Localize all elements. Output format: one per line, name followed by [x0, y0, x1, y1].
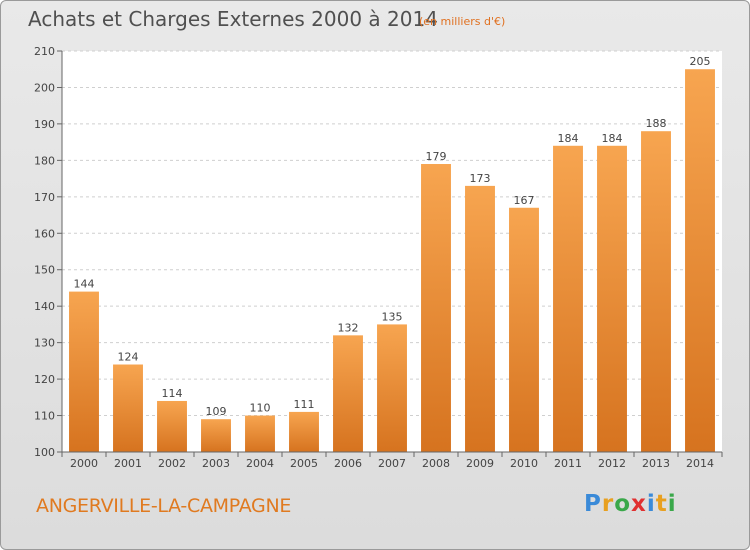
- logo-letter: o: [614, 491, 632, 517]
- y-tick-label: 120: [34, 373, 55, 386]
- data-label-2014: 205: [690, 55, 711, 68]
- x-tick-label-2002: 2002: [158, 457, 186, 470]
- data-label-2004: 110: [250, 402, 271, 415]
- x-tick-label-2013: 2013: [642, 457, 670, 470]
- bar-2006: [333, 335, 363, 452]
- y-tick-label: 180: [34, 154, 55, 167]
- data-label-2010: 167: [514, 194, 535, 207]
- bar-2012: [597, 145, 627, 453]
- chart-title: Achats et Charges Externes 2000 à 2014: [28, 7, 438, 31]
- x-tick-label-2011: 2011: [554, 457, 582, 470]
- bars: [69, 69, 715, 453]
- data-label-2009: 173: [470, 172, 491, 185]
- y-tick-label: 190: [34, 118, 55, 131]
- bar-2001: [113, 364, 143, 452]
- y-tick-label: 130: [34, 337, 55, 350]
- data-label-2001: 124: [118, 351, 139, 364]
- logo-letter: i: [646, 491, 656, 517]
- logo-letter: t: [655, 491, 668, 517]
- x-tick-label-2001: 2001: [114, 457, 142, 470]
- location-name: ANGERVILLE-LA-CAMPAGNE: [36, 495, 292, 517]
- data-label-2003: 109: [206, 405, 227, 418]
- bar-2005: [289, 411, 319, 452]
- logo-letter: i: [667, 491, 677, 517]
- y-axis: 100 110 120 130 140 150 160 170 180 190 200 210: [34, 45, 63, 459]
- y-tick-label: 170: [34, 191, 55, 204]
- bar-2010: [509, 207, 539, 452]
- y-tick-label: 210: [34, 45, 55, 58]
- logo-letter: r: [601, 491, 615, 517]
- y-tick-label: 110: [34, 410, 55, 423]
- bar-2013: [641, 131, 671, 452]
- x-tick-label-2007: 2007: [378, 457, 406, 470]
- proxiti-logo: Proxiti: [584, 491, 677, 517]
- x-tick-label-2012: 2012: [598, 457, 626, 470]
- x-tick-label-2006: 2006: [334, 457, 362, 470]
- bar-2007: [377, 324, 407, 452]
- data-label-2011: 184: [558, 132, 579, 145]
- data-label-2000: 144: [74, 278, 95, 291]
- x-tick-label-2005: 2005: [290, 457, 318, 470]
- y-tick-label: 200: [34, 81, 55, 94]
- data-label-2005: 111: [294, 398, 315, 411]
- data-label-2002: 114: [162, 387, 183, 400]
- logo-letter: P: [584, 491, 602, 517]
- bar-2000: [69, 291, 99, 452]
- bar-2008: [421, 164, 451, 452]
- y-tick-label: 160: [34, 227, 55, 240]
- x-tick-label-2008: 2008: [422, 457, 450, 470]
- y-tick-label: 150: [34, 264, 55, 277]
- x-tick-label-2010: 2010: [510, 457, 538, 470]
- bar-2011: [553, 145, 583, 453]
- bar-2003: [201, 419, 231, 452]
- x-tick-label-2003: 2003: [202, 457, 230, 470]
- data-labels: 144 124 114 109 110 111 132 135 179 173 167 184 184 1…: [74, 55, 711, 418]
- data-label-2012: 184: [602, 132, 623, 145]
- data-label-2013: 188: [646, 117, 667, 130]
- x-axis: 2000 2001 2002 2003 2004 2005 2006 2007 2008 2009…: [61, 451, 723, 470]
- y-tick-label: 140: [34, 300, 55, 313]
- bar-2014: [685, 69, 715, 453]
- bar-2002: [157, 400, 187, 452]
- x-tick-label-2004: 2004: [246, 457, 274, 470]
- data-label-2006: 132: [338, 321, 359, 334]
- y-tick-label: 100: [34, 446, 55, 459]
- bar-2009: [465, 185, 495, 452]
- x-tick-label-2014: 2014: [686, 457, 714, 470]
- x-tick-label-2000: 2000: [70, 457, 98, 470]
- bar-2004: [245, 415, 275, 452]
- data-label-2007: 135: [382, 310, 403, 323]
- x-tick-label-2009: 2009: [466, 457, 494, 470]
- data-label-2008: 179: [426, 150, 447, 163]
- logo-letter: x: [631, 491, 647, 517]
- chart-subtitle: (en milliers d'€): [419, 15, 506, 28]
